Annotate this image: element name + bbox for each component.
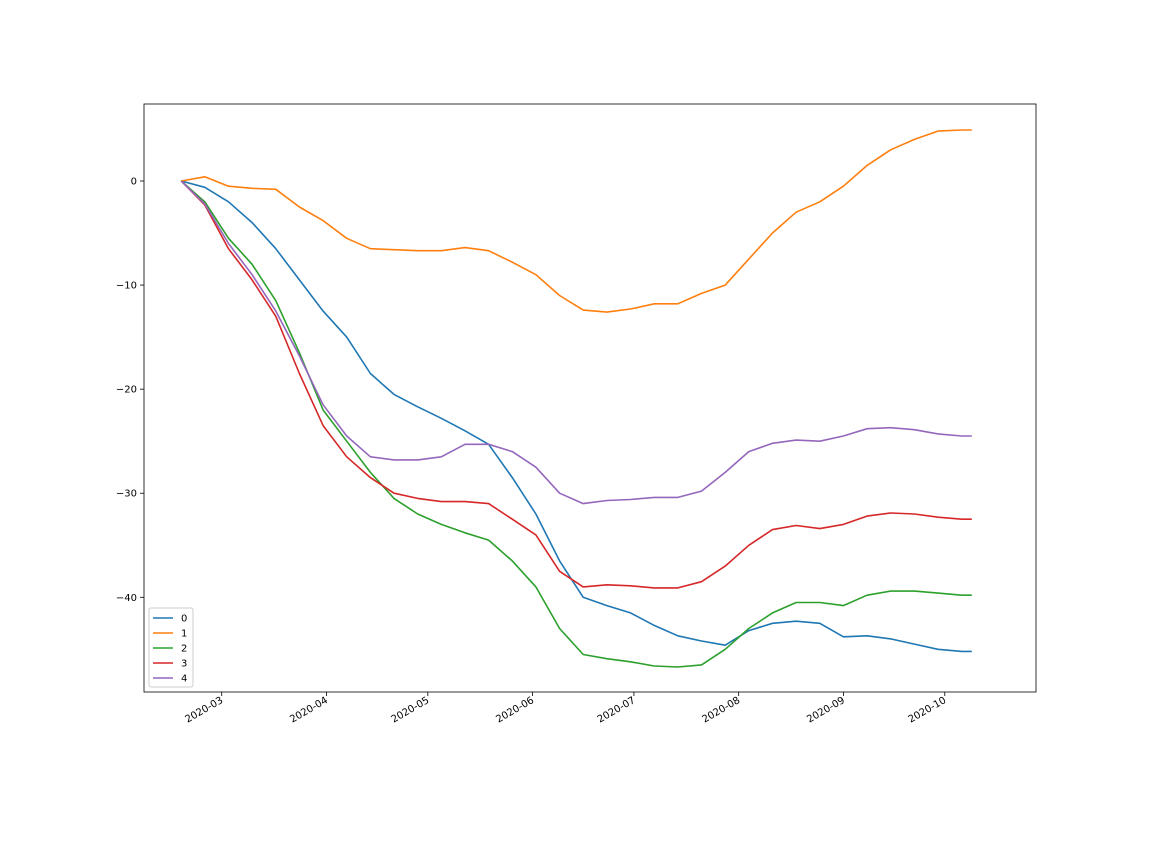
legend: 0 1 2 3 4: [148, 607, 194, 688]
y-tick-label: −20: [116, 385, 137, 396]
series-line-1: [181, 129, 972, 313]
y-tick-label: −10: [116, 281, 137, 292]
series-line-3: [180, 180, 972, 589]
series-line-0: [180, 180, 972, 653]
series-layer: [180, 129, 972, 668]
plot-frame: [143, 103, 1037, 693]
legend-label-3: 3: [181, 659, 187, 670]
y-tick-label: −30: [116, 489, 137, 500]
legend-label-4: 4: [181, 674, 187, 685]
legend-label-0: 0: [181, 614, 187, 625]
series-line-4: [180, 180, 972, 505]
legend-label-1: 1: [181, 629, 187, 640]
series-line-2: [180, 180, 972, 668]
y-axis: 0 −10 −20 −30 −40: [116, 177, 144, 604]
legend-label-2: 2: [181, 644, 187, 655]
y-tick-label: 0: [131, 177, 137, 188]
y-tick-label: −40: [116, 593, 137, 604]
